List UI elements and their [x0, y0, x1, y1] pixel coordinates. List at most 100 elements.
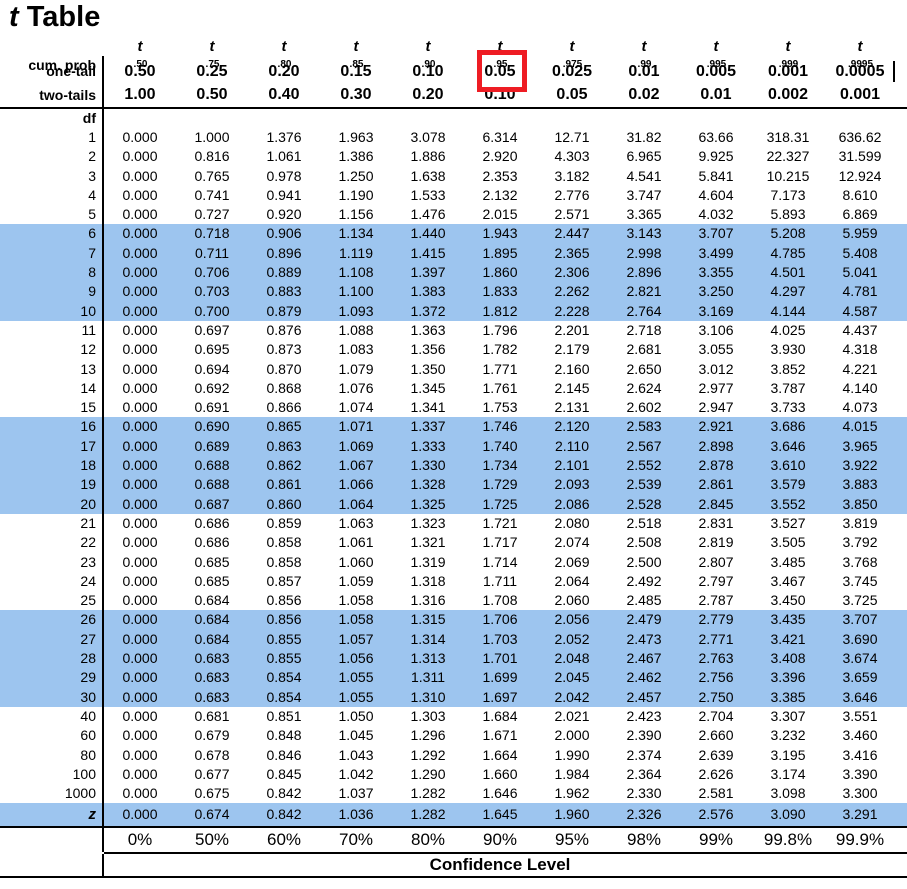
t-value: 0.674 [194, 806, 230, 823]
table-row: 15 0.000 0.691 0.866 1.074 1.341 1.753 2.131 2.6… [0, 398, 907, 418]
t-value: 4.297 [770, 283, 806, 300]
table-row: 29 0.000 0.683 0.854 1.055 1.311 1.699 2.045 2.4… [0, 668, 907, 688]
t-table: cum. prob t .50 t .75 t .80 t .85 t .90 t .95 t .975 t… [0, 38, 907, 879]
t-value: 3.690 [842, 630, 878, 647]
t-value: 0.856 [266, 592, 302, 609]
t-value: 0.000 [122, 572, 158, 589]
t-value: 636.62 [838, 129, 882, 145]
t-value: 1.990 [554, 746, 590, 763]
t-value: 3.646 [842, 688, 878, 705]
t-value: 3.012 [698, 360, 734, 377]
t-value: 3.579 [770, 476, 806, 493]
t-value: 2.756 [698, 669, 734, 686]
t-value: 1.156 [338, 206, 374, 223]
t-value: 0.741 [194, 186, 230, 203]
t-subscript: .85 [349, 59, 364, 70]
t-subscript: .80 [277, 59, 292, 70]
one-tail-value: 0.25 [196, 63, 228, 80]
t-value: 1.079 [338, 360, 374, 377]
t-value: 2.500 [626, 553, 662, 570]
t-value: 0.678 [194, 746, 230, 763]
t-value: 1.108 [338, 264, 374, 281]
table-row: 1 0.000 1.000 1.376 1.963 3.078 6.314 12.71 31.8… [0, 128, 907, 148]
df-value: 24 [0, 571, 104, 592]
df-value: 22 [0, 533, 104, 553]
t-value: 2.045 [554, 669, 590, 686]
t-value: 1.646 [482, 785, 518, 802]
t-value: 3.485 [770, 553, 806, 570]
confidence-row-spacer [0, 854, 104, 877]
confidence-percent-value: 0% [127, 830, 153, 850]
t-value: 2.390 [626, 727, 662, 744]
header-row-two-tails: two-tails 1.00 0.50 0.40 0.30 0.20 0.10 0.05 0.… [0, 83, 907, 109]
t-value: 0.906 [266, 225, 302, 242]
t-value: 3.396 [770, 669, 806, 686]
t-value: 2.330 [626, 785, 662, 802]
t-value: 2.160 [554, 360, 590, 377]
t-value: 3.747 [626, 186, 662, 203]
t-value: 0.876 [266, 321, 302, 338]
t-value: 1.771 [482, 360, 518, 377]
t-value: 0.857 [266, 572, 302, 589]
t-value: 2.528 [626, 495, 662, 512]
t-value: 3.745 [842, 572, 878, 589]
t-value: 1.055 [338, 669, 374, 686]
t-value: 1.000 [194, 129, 230, 145]
t-value: 2.831 [698, 514, 734, 531]
t-value: 3.883 [842, 476, 878, 493]
df-value: 26 [0, 610, 104, 630]
t-value: 1.069 [338, 437, 374, 454]
title-t-symbol: t [9, 1, 19, 33]
t-value: 4.587 [842, 302, 878, 319]
t-value: 2.467 [626, 650, 662, 667]
t-value: 2.602 [626, 399, 662, 416]
confidence-percent-value: 90% [482, 830, 518, 850]
t-subscript: .75 [205, 59, 220, 70]
t-subscript: .99 [637, 59, 652, 70]
t-value: 0.700 [194, 302, 230, 319]
t-subscript: .995 [706, 59, 727, 70]
t-value: 2.898 [698, 437, 734, 454]
t-value: 1.043 [338, 746, 374, 763]
t-value: 1.962 [554, 785, 590, 802]
table-row: 21 0.000 0.686 0.859 1.063 1.323 1.721 2.080 2.5… [0, 513, 907, 534]
t-value: 3.078 [410, 129, 446, 145]
table-row: 60 0.000 0.679 0.848 1.045 1.296 1.671 2.000 2.3… [0, 726, 907, 746]
t-value: 2.132 [482, 186, 518, 203]
df-value: 80 [0, 745, 104, 765]
t-value: 2.015 [482, 206, 518, 223]
t-value: 1.383 [410, 283, 446, 300]
t-value: 1.833 [482, 283, 518, 300]
t-value: 4.140 [842, 379, 878, 396]
t-value: 1.341 [410, 399, 446, 416]
table-row: 28 0.000 0.683 0.855 1.056 1.313 1.701 2.048 2.4… [0, 649, 907, 669]
t-value: 1.321 [410, 534, 446, 551]
t-value: 2.624 [626, 379, 662, 396]
t-value: 1.699 [482, 669, 518, 686]
t-value: 3.090 [770, 806, 806, 823]
t-value: 12.924 [838, 167, 882, 184]
t-value: 2.750 [698, 688, 734, 705]
t-value: 2.131 [554, 399, 590, 416]
t-value: 2.718 [626, 321, 662, 338]
t-value: 31.82 [626, 129, 662, 145]
t-value: 0.000 [122, 553, 158, 570]
t-value: 2.763 [698, 650, 734, 667]
t-value: 0.855 [266, 650, 302, 667]
t-value: 0.694 [194, 360, 230, 377]
one-tail-value: 0.001 [767, 63, 809, 80]
t-value: 5.893 [770, 206, 806, 223]
t-value: 1.292 [410, 746, 446, 763]
t-value: 0.000 [122, 476, 158, 493]
table-row: 40 0.000 0.681 0.851 1.050 1.303 1.684 2.021 2.4… [0, 706, 907, 727]
t-value: 3.460 [842, 727, 878, 744]
t-value: 2.552 [626, 457, 662, 474]
t-value: 2.262 [554, 283, 590, 300]
t-value: 2.821 [626, 283, 662, 300]
t-value: 1.064 [338, 495, 374, 512]
table-row: 2 0.000 0.816 1.061 1.386 1.886 2.920 4.303 6.96… [0, 147, 907, 167]
t-value: 2.326 [626, 806, 662, 823]
t-value: 1.074 [338, 399, 374, 416]
t-value: 1.796 [482, 321, 518, 338]
